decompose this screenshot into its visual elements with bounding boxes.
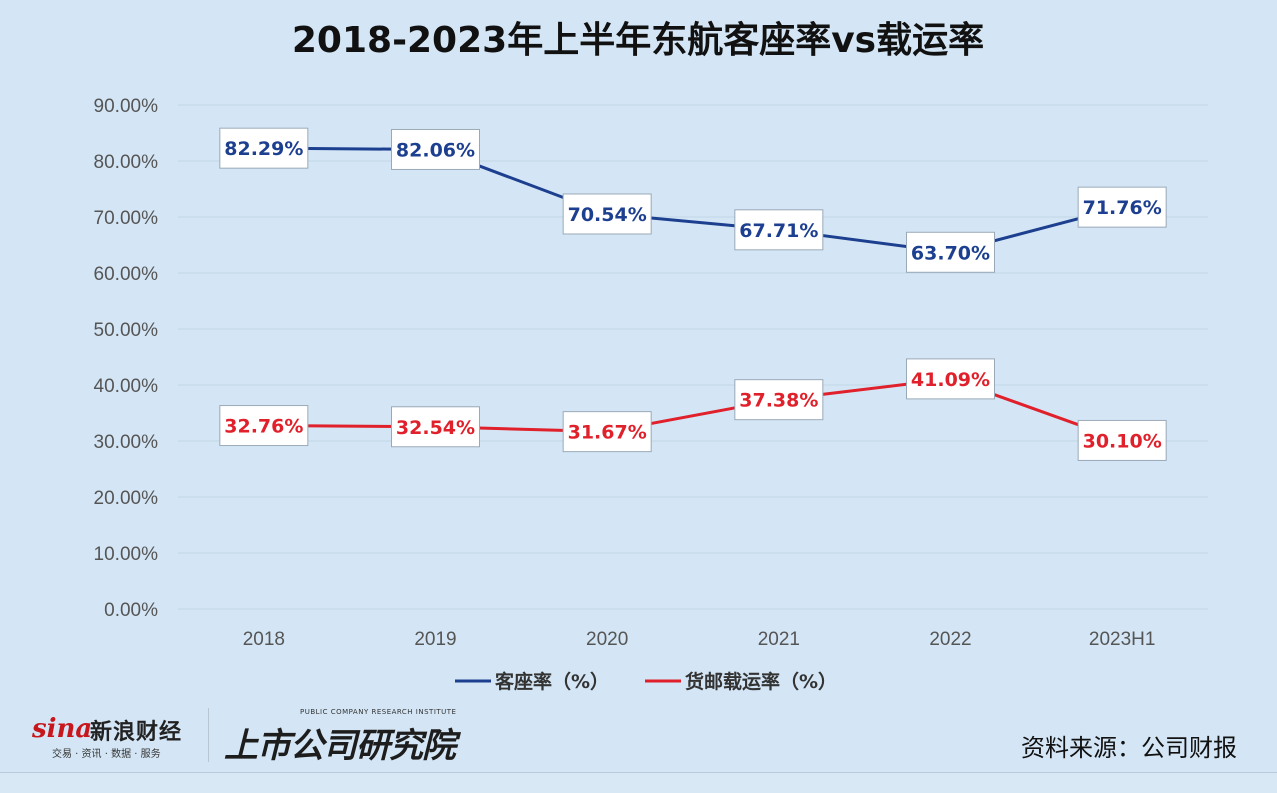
data-label-box bbox=[906, 231, 995, 273]
data-label: 82.06% bbox=[391, 128, 480, 170]
footer-logos: sina 新浪财经 交易 · 资讯 · 数据 · 服务 PUBLIC COMPA… bbox=[28, 706, 488, 766]
y-tick-label: 10.00% bbox=[94, 544, 159, 565]
data-label: 63.70% bbox=[906, 231, 995, 273]
data-label-text: 67.71% bbox=[739, 220, 818, 242]
y-tick-label: 30.00% bbox=[94, 432, 159, 453]
data-label: 32.54% bbox=[391, 406, 480, 448]
data-source: 资料来源：公司财报 bbox=[1021, 734, 1237, 762]
data-label-box bbox=[562, 193, 652, 235]
data-label: 67.71% bbox=[734, 209, 824, 251]
data-label-box bbox=[906, 358, 995, 400]
data-label-box bbox=[1077, 186, 1167, 228]
data-label-text: 32.76% bbox=[224, 416, 303, 438]
institute-name: 上市公司研究院 bbox=[224, 726, 456, 766]
data-label-box bbox=[391, 128, 480, 170]
x-tick-label: 2021 bbox=[758, 629, 800, 650]
data-label-box bbox=[1077, 419, 1167, 461]
x-axis-ticks: 2018 2019 2020 2021 2022 2023H1 bbox=[243, 629, 1156, 650]
data-label-text: 32.54% bbox=[396, 417, 475, 439]
data-label-text: 82.29% bbox=[224, 138, 303, 160]
y-axis-ticks: 0.00% 10.00% 20.00% 30.00% 40.00% 50.00% 60.00… bbox=[94, 96, 159, 621]
data-label-box bbox=[391, 406, 480, 448]
x-tick-label: 2020 bbox=[586, 629, 628, 650]
data-label: 31.67% bbox=[562, 411, 652, 453]
chart-title: 2018-2023年上半年东航客座率vs载运率 bbox=[292, 19, 984, 61]
x-tick-label: 2019 bbox=[414, 629, 456, 650]
data-label-text: 70.54% bbox=[568, 204, 647, 226]
data-label: 82.29% bbox=[219, 127, 309, 169]
logo-divider bbox=[208, 708, 209, 762]
data-label: 37.38% bbox=[734, 379, 824, 421]
data-label-box bbox=[734, 379, 824, 421]
data-label-text: 71.76% bbox=[1083, 197, 1162, 219]
x-tick-label: 2023H1 bbox=[1089, 629, 1156, 650]
data-label: 41.09% bbox=[906, 358, 995, 400]
y-tick-label: 40.00% bbox=[94, 376, 159, 397]
legend-label: 客座率（%） bbox=[495, 670, 609, 693]
data-label: 30.10% bbox=[1077, 419, 1167, 461]
legend: 客座率（%） 货邮载运率（%） bbox=[455, 670, 837, 693]
sina-tagline: 交易 · 资讯 · 数据 · 服务 bbox=[52, 749, 161, 760]
data-label-box bbox=[562, 411, 652, 453]
grid-layer bbox=[178, 104, 1208, 610]
institute-logo: PUBLIC COMPANY RESEARCH INSTITUTE 上市公司研究… bbox=[224, 708, 464, 766]
line-chart: 2018-2023年上半年东航客座率vs载运率 0.00% 10.00% 20.00… bbox=[94, 19, 1208, 693]
x-tick-label: 2018 bbox=[243, 629, 285, 650]
data-label-box bbox=[734, 209, 824, 251]
data-label: 71.76% bbox=[1077, 186, 1167, 228]
data-label-text: 41.09% bbox=[911, 369, 990, 391]
data-label-text: 30.10% bbox=[1083, 430, 1162, 452]
data-label: 32.76% bbox=[219, 405, 309, 447]
y-tick-label: 50.00% bbox=[94, 320, 159, 341]
data-label-box bbox=[219, 405, 309, 447]
y-tick-label: 0.00% bbox=[104, 600, 158, 621]
sina-brand-name: 新浪财经 bbox=[90, 720, 183, 745]
y-tick-label: 90.00% bbox=[94, 96, 159, 117]
data-label-text: 63.70% bbox=[911, 242, 990, 264]
y-tick-label: 80.00% bbox=[94, 152, 159, 173]
y-tick-label: 60.00% bbox=[94, 264, 159, 285]
institute-english-name: PUBLIC COMPANY RESEARCH INSTITUTE bbox=[300, 708, 457, 716]
data-label-box bbox=[219, 127, 309, 169]
x-tick-label: 2022 bbox=[929, 629, 971, 650]
data-label: 70.54% bbox=[562, 193, 652, 235]
data-label-text: 82.06% bbox=[396, 139, 475, 161]
y-tick-label: 20.00% bbox=[94, 488, 159, 509]
data-label-text: 37.38% bbox=[739, 390, 818, 412]
data-labels: 82.29% 82.06% 70.54% 67.71% 63.70% 71.76% 32.7… bbox=[219, 127, 1167, 461]
sina-wordmark: sina bbox=[32, 714, 93, 744]
y-tick-label: 70.00% bbox=[94, 208, 159, 229]
sina-finance-logo: sina 新浪财经 交易 · 资讯 · 数据 · 服务 bbox=[28, 706, 208, 766]
data-label-text: 31.67% bbox=[568, 422, 647, 444]
bottom-bar bbox=[0, 772, 1277, 793]
legend-label: 货邮载运率（%） bbox=[685, 670, 837, 693]
